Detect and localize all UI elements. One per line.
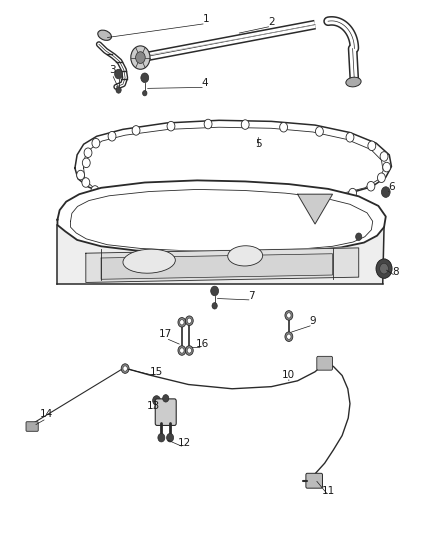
- Circle shape: [166, 433, 173, 442]
- Circle shape: [381, 187, 390, 197]
- Text: 17: 17: [159, 329, 173, 339]
- Text: 6: 6: [388, 182, 395, 192]
- Polygon shape: [57, 180, 386, 253]
- Circle shape: [187, 318, 191, 324]
- Circle shape: [136, 52, 145, 63]
- Circle shape: [380, 263, 389, 274]
- Text: 4: 4: [202, 78, 208, 88]
- Circle shape: [162, 394, 169, 402]
- Ellipse shape: [123, 249, 175, 273]
- Polygon shape: [297, 194, 332, 224]
- Ellipse shape: [346, 77, 361, 87]
- Circle shape: [187, 348, 191, 353]
- Circle shape: [287, 334, 291, 340]
- Circle shape: [368, 141, 376, 151]
- Ellipse shape: [98, 30, 111, 41]
- Circle shape: [378, 173, 385, 182]
- Circle shape: [280, 123, 288, 132]
- Circle shape: [185, 316, 193, 326]
- Circle shape: [180, 320, 184, 325]
- Circle shape: [178, 346, 186, 356]
- Circle shape: [141, 73, 149, 83]
- FancyBboxPatch shape: [155, 399, 176, 425]
- FancyBboxPatch shape: [317, 357, 332, 370]
- Text: 12: 12: [177, 438, 191, 448]
- Text: 10: 10: [283, 370, 295, 381]
- Circle shape: [250, 199, 258, 208]
- Circle shape: [211, 286, 219, 296]
- Circle shape: [131, 46, 150, 69]
- Circle shape: [82, 177, 90, 187]
- Polygon shape: [86, 248, 359, 282]
- Circle shape: [91, 185, 99, 195]
- Circle shape: [92, 139, 100, 148]
- Text: 16: 16: [196, 338, 209, 349]
- Text: 5: 5: [255, 139, 261, 149]
- Text: 11: 11: [321, 486, 335, 496]
- Circle shape: [84, 148, 92, 158]
- FancyBboxPatch shape: [26, 422, 38, 431]
- Circle shape: [285, 311, 293, 320]
- Circle shape: [376, 259, 392, 278]
- Circle shape: [285, 332, 293, 342]
- Polygon shape: [101, 254, 332, 279]
- Circle shape: [322, 193, 330, 203]
- Circle shape: [346, 133, 354, 142]
- Circle shape: [174, 199, 182, 208]
- Circle shape: [383, 163, 391, 172]
- Circle shape: [367, 181, 375, 191]
- Circle shape: [123, 366, 127, 371]
- Text: 2: 2: [268, 17, 275, 27]
- Circle shape: [82, 158, 90, 167]
- Circle shape: [376, 259, 392, 278]
- Text: 14: 14: [40, 409, 53, 419]
- Circle shape: [241, 120, 249, 130]
- Text: 9: 9: [310, 316, 316, 326]
- Circle shape: [167, 122, 175, 131]
- Text: 15: 15: [150, 367, 163, 377]
- Circle shape: [178, 318, 186, 327]
- Polygon shape: [57, 225, 384, 284]
- Circle shape: [121, 364, 129, 373]
- Circle shape: [356, 233, 362, 240]
- Text: 1: 1: [203, 14, 209, 25]
- Circle shape: [287, 197, 295, 206]
- Circle shape: [185, 346, 193, 356]
- Circle shape: [213, 199, 221, 209]
- Circle shape: [108, 132, 116, 141]
- Circle shape: [143, 91, 147, 96]
- Circle shape: [180, 348, 184, 353]
- Circle shape: [132, 126, 140, 135]
- Text: 3: 3: [109, 65, 115, 75]
- Circle shape: [315, 127, 323, 136]
- Polygon shape: [75, 120, 392, 204]
- Text: 8: 8: [392, 267, 399, 277]
- Circle shape: [212, 303, 217, 309]
- Circle shape: [115, 69, 123, 79]
- Circle shape: [380, 152, 388, 161]
- FancyBboxPatch shape: [306, 473, 322, 488]
- Circle shape: [204, 119, 212, 129]
- Circle shape: [349, 188, 357, 198]
- Circle shape: [287, 313, 291, 318]
- Text: 7: 7: [248, 290, 255, 301]
- Circle shape: [116, 87, 121, 93]
- Text: 13: 13: [147, 401, 160, 411]
- Circle shape: [152, 395, 160, 405]
- Circle shape: [138, 197, 146, 207]
- Circle shape: [110, 192, 117, 202]
- Circle shape: [77, 170, 85, 180]
- Circle shape: [158, 433, 165, 442]
- Ellipse shape: [228, 246, 263, 266]
